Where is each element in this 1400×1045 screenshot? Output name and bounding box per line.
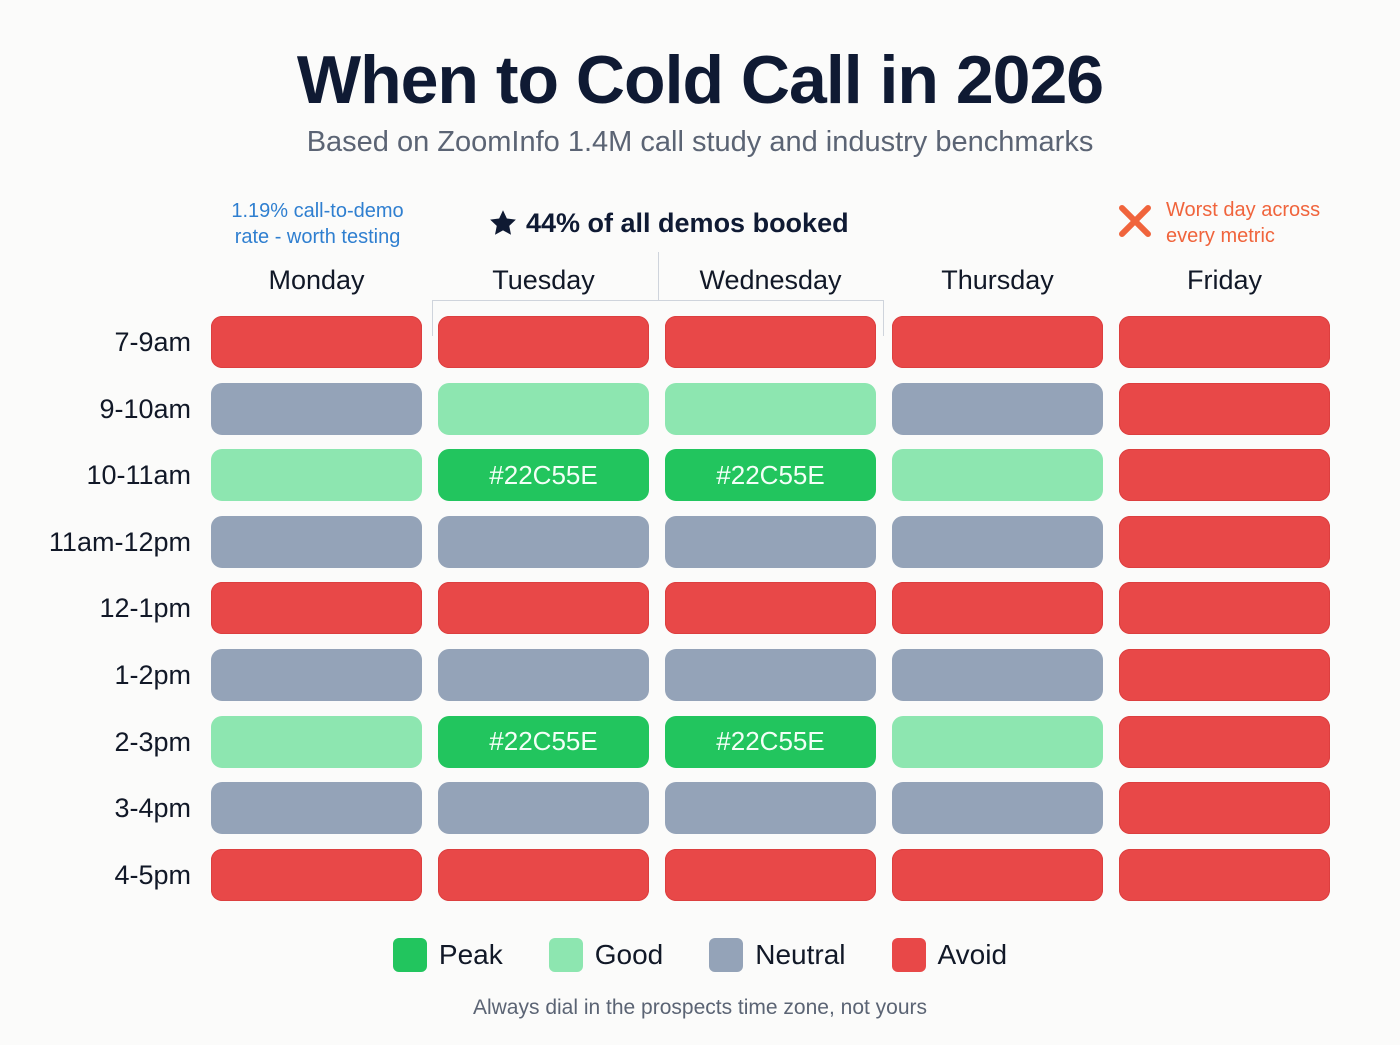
heatmap-cell-avoid [1119,316,1330,368]
heatmap-cell-peak: #22C55E [438,449,649,502]
heatmap-cell-avoid [438,316,649,368]
time-label: 10-11am [86,460,191,491]
heatmap-cell-peak: #22C55E [665,715,876,768]
day-header-monday: Monday [268,265,365,295]
legend: Peak Good Neutral Avoid [0,935,1400,975]
time-label: 3-4pm [114,793,191,824]
heatmap-cell-avoid [892,848,1103,901]
heatmap-cell-avoid [438,582,649,635]
day-header-wednesday: Wednesday [699,265,842,295]
legend-swatch-peak [392,938,427,972]
time-label: 12-1pm [99,593,191,624]
heatmap-cell-neutral [438,782,649,835]
heatmap-cell-avoid [1119,715,1330,768]
friday-annotation: Worst day across every metric [1116,197,1320,249]
heatmap-cell-avoid [1119,848,1330,901]
heatmap-cell-avoid [211,848,422,901]
heatmap-cell-neutral [438,515,649,568]
heatmap-cell-good [892,449,1103,502]
heatmap-cell-neutral [665,515,876,568]
heatmap-cell-neutral [892,382,1103,435]
heatmap-cell-neutral [665,782,876,835]
heatmap-cell-avoid [1119,582,1330,635]
time-label: 4-5pm [114,859,191,890]
heatmap-cell-neutral [211,782,422,835]
heatmap-cell-good [211,715,422,768]
legend-swatch-neutral [709,938,744,972]
heatmap-cell-good [892,715,1103,768]
heatmap-cell-good [438,382,649,435]
peak-annotation-text: 44% of all demos booked [526,208,849,238]
legend-item-peak: Peak [392,935,503,975]
peak-bracket-top [432,300,884,301]
heatmap-cell-neutral [211,649,422,701]
friday-annotation-line2: every metric [1166,225,1275,247]
day-header-tuesday: Tuesday [492,265,595,295]
heatmap-cell-neutral [892,515,1103,568]
monday-annotation-line2: rate - worth testing [234,226,401,248]
heatmap-cell-neutral [665,649,876,701]
heatmap-cell-neutral [211,515,422,568]
day-header-friday: Friday [1186,265,1262,295]
page-title: When to Cold Call in 2026 [296,42,1104,118]
footer-note: Always dial in the prospects time zone, … [472,996,928,1019]
legend-item-good: Good [548,935,664,975]
peak-bracket-divider [658,252,659,300]
legend-item-neutral: Neutral [709,935,846,975]
monday-annotation-line1: 1.19% call-to-demo [231,200,404,222]
heatmap-cell-avoid [892,316,1103,368]
friday-annotation-line1: Worst day across [1166,199,1321,221]
heatmap-cell-avoid [1119,382,1330,435]
monday-annotation: 1.19% call-to-demo rate - worth testing [200,198,435,250]
heatmap-cell-avoid [665,848,876,901]
page-subtitle: Based on ZoomInfo 1.4M call study and in… [306,126,1094,158]
heatmap-cell-avoid [892,582,1103,635]
legend-swatch-good [548,938,583,972]
heatmap-cell-peak: #22C55E [665,449,876,502]
x-icon [1116,202,1154,245]
heatmap-cell-good [665,382,876,435]
heatmap-cell-avoid [1119,782,1330,835]
time-label: 2-3pm [114,726,191,757]
heatmap-cell-avoid [665,316,876,368]
heatmap-cell-neutral [892,649,1103,701]
heatmap-cell-avoid [1119,449,1330,502]
legend-label: Good [594,939,664,970]
heatmap-cell-peak: #22C55E [438,715,649,768]
peak-bracket-right [883,300,884,336]
legend-item-avoid: Avoid [891,935,1008,975]
time-label: 1-2pm [114,660,191,690]
time-label: 11am-12pm [48,526,191,557]
heatmap-cell-neutral [211,382,422,435]
heatmap-cell-good [211,449,422,502]
legend-label: Peak [438,939,503,970]
heatmap-cell-avoid [1119,649,1330,701]
peak-annotation: 44% of all demos booked [488,205,849,241]
heatmap-cell-avoid [211,316,422,368]
time-label: 7-9am [114,327,191,357]
time-label: 9-10am [99,393,191,424]
peak-bracket-left [432,300,433,336]
legend-label: Avoid [937,939,1008,970]
star-icon [488,208,518,238]
day-header-thursday: Thursday [941,265,1054,295]
heatmap-cell-avoid [438,848,649,901]
heatmap-cell-avoid [211,582,422,635]
heatmap-cell-avoid [665,582,876,635]
heatmap-cell-avoid [1119,515,1330,568]
heatmap-cell-neutral [892,782,1103,835]
heatmap-cell-neutral [438,649,649,701]
legend-swatch-avoid [891,938,926,972]
legend-label: Neutral [755,939,846,970]
